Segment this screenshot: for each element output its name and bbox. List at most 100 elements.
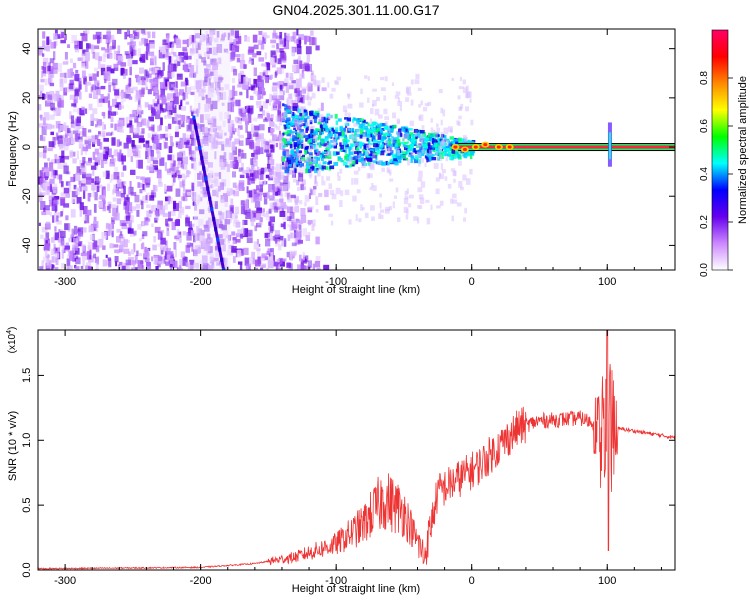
halo-cell: [417, 187, 423, 193]
signal-cell: [366, 133, 371, 138]
halo-cell: [287, 82, 292, 87]
noise-cell: [228, 152, 235, 161]
noise-cell: [90, 165, 97, 170]
noise-cell: [235, 41, 240, 49]
noise-cell: [260, 138, 266, 148]
signal-cell: [368, 128, 374, 133]
noise-cell: [306, 53, 311, 63]
signal-cell: [319, 141, 324, 147]
noise-cell: [87, 266, 93, 270]
noise-cell: [53, 248, 56, 254]
halo-cell: [417, 87, 422, 91]
halo-cell: [287, 206, 291, 213]
halo-cell: [281, 203, 287, 209]
noise-cell: [141, 37, 147, 45]
signal-cell: [425, 136, 429, 140]
noise-cell: [57, 63, 62, 72]
noise-cell: [189, 105, 193, 112]
noise-cell: [120, 62, 127, 67]
signal-cell: [368, 153, 374, 156]
signal-cell: [284, 107, 288, 111]
halo-cell: [462, 174, 467, 181]
signal-cell: [357, 141, 362, 145]
noise-cell: [188, 227, 193, 236]
noise-cell: [88, 44, 94, 50]
signal-cell: [405, 144, 408, 149]
halo-cell: [328, 183, 333, 189]
noise-cell: [199, 209, 205, 215]
noise-cell: [169, 197, 173, 204]
noise-cell: [100, 159, 104, 168]
noise-cell: [51, 196, 55, 204]
noise-cell: [128, 87, 134, 93]
signal-cell: [320, 155, 326, 159]
halo-cell: [340, 190, 344, 197]
noise-cell: [258, 195, 262, 199]
noise-cell: [241, 220, 245, 230]
noise-cell: [46, 123, 52, 130]
signal-cell: [316, 112, 320, 118]
noise-cell: [108, 105, 112, 115]
noise-cell: [103, 189, 107, 198]
snr-ytick-label: 1.5: [21, 368, 33, 383]
noise-cell: [88, 138, 92, 146]
signal-cell: [285, 109, 291, 112]
halo-cell: [459, 76, 462, 82]
noise-cell: [102, 53, 106, 63]
noise-cell: [61, 245, 65, 252]
halo-cell: [347, 112, 351, 118]
noise-cell: [206, 36, 212, 46]
noise-cell: [38, 176, 42, 185]
noise-cell: [123, 262, 129, 270]
noise-cell: [218, 223, 224, 229]
signal-cell: [381, 128, 385, 131]
signal-cell: [345, 144, 349, 148]
noise-cell: [186, 139, 190, 144]
snr-ytick-label: 1.0: [21, 433, 33, 448]
snr-xtick-label: -100: [325, 575, 347, 587]
halo-cell: [386, 167, 390, 173]
halo-cell: [469, 98, 472, 103]
halo-cell: [351, 132, 355, 138]
halo-cell: [351, 135, 355, 142]
signal-cell: [314, 168, 318, 174]
noise-cell: [38, 94, 42, 100]
noise-cell: [41, 65, 44, 70]
noise-cell: [305, 46, 312, 55]
noise-cell: [202, 151, 209, 160]
noise-cell: [214, 132, 219, 138]
noise-cell: [266, 191, 270, 199]
noise-cell: [99, 37, 102, 43]
noise-cell: [102, 121, 105, 131]
noise-cell: [207, 217, 212, 222]
noise-cell: [222, 230, 229, 238]
noise-cell: [221, 224, 227, 231]
carrier-blob-core: [453, 145, 458, 149]
signal-cell: [463, 150, 468, 155]
noise-cell: [219, 111, 223, 121]
noise-cell: [123, 242, 127, 248]
noise-cell: [114, 104, 120, 109]
noise-cell: [241, 53, 245, 61]
noise-cell: [279, 31, 283, 41]
noise-cell: [192, 216, 199, 220]
halo-cell: [353, 178, 359, 185]
noise-cell: [138, 182, 144, 188]
noise-cell: [242, 219, 248, 225]
halo-cell: [380, 76, 385, 81]
halo-cell: [384, 208, 390, 214]
signal-cell: [452, 141, 458, 145]
halo-cell: [307, 101, 312, 106]
noise-cell: [54, 266, 59, 270]
signal-cell: [343, 134, 347, 138]
noise-cell: [78, 80, 82, 90]
signal-cell: [363, 151, 366, 156]
noise-cell: [72, 120, 76, 129]
halo-cell: [356, 189, 361, 194]
noise-cell: [148, 209, 153, 214]
noise-cell: [268, 195, 273, 199]
halo-cell: [369, 118, 373, 125]
halo-cell: [418, 162, 421, 167]
